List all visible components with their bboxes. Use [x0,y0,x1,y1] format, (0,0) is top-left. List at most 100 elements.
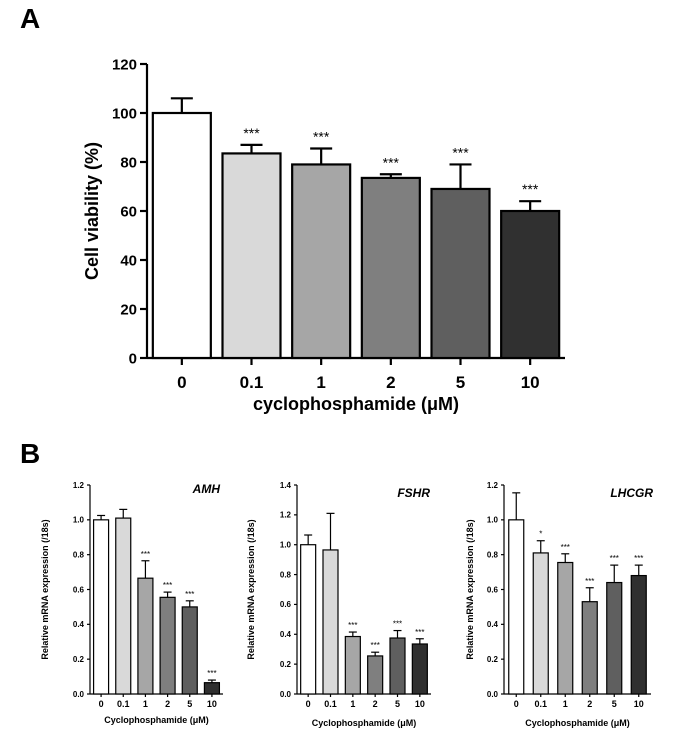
y-tick-label: 0.4 [73,620,85,629]
significance-label: * [539,530,542,539]
x-tick-label: 2 [386,373,395,392]
y-tick-label: 0.4 [280,630,292,639]
y-tick-label: 1.0 [73,516,85,525]
x-tick-label: 0 [99,699,104,709]
significance-label: *** [634,554,643,563]
chart-title: AMH [192,482,221,496]
amh-chart: 0.0 0.2 0.4 0.6 0.8 1.0 1.2 0 0.1 1 *** 2 *** 5 *** 10 *… [40,481,223,725]
panel-label-a: A [20,3,40,34]
bar [557,561,574,695]
bar [322,549,339,695]
y-tick-label: 0.2 [280,660,292,669]
significance-label: *** [207,669,216,678]
bar [367,655,384,695]
x-tick-label: 10 [415,699,425,709]
y-tick-label: 80 [120,154,137,171]
significance-label: *** [522,181,539,197]
y-tick-label: 0.0 [73,690,85,699]
y-tick-label: 0.6 [280,600,292,609]
x-tick-label: 1 [316,373,325,392]
y-tick-label: 0.8 [280,570,292,579]
bar [532,552,549,695]
y-tick-label: 0.6 [73,585,85,594]
y-tick-label: 0.0 [487,690,499,699]
bar [221,152,282,360]
bar [159,596,176,695]
significance-label: *** [452,144,469,160]
bar [291,163,352,360]
x-tick-label: 0 [306,699,311,709]
fshr-chart: 0.0 0.2 0.4 0.6 0.8 1.0 1.2 1.4 0 0.1 1 *** 2 *** 5 ***… [246,481,431,728]
bar [360,176,421,360]
chart-title: FSHR [397,486,430,500]
x-tick-label: 0.1 [534,699,547,709]
bar [500,209,561,360]
y-tick-label: 0.8 [73,550,85,559]
significance-label: *** [163,581,172,590]
y-tick-label: 0.0 [280,690,292,699]
significance-label: *** [610,554,619,563]
x-tick-label: 10 [207,699,217,709]
x-tick-label: 10 [634,699,644,709]
panel-label-b: B [20,438,40,469]
y-tick-label: 20 [120,301,137,318]
bar [181,606,198,695]
x-axis-title: Cyclophosphamide (μM) [104,715,209,725]
y-tick-label: 60 [120,203,137,220]
x-tick-label: 5 [456,373,465,392]
significance-label: *** [348,621,357,630]
significance-label: *** [415,628,424,637]
x-tick-label: 1 [350,699,355,709]
bar [630,574,647,695]
x-tick-label: 0.1 [324,699,337,709]
bar [203,682,221,695]
x-tick-label: 2 [165,699,170,709]
x-tick-label: 0 [177,373,186,392]
y-tick-label: 0.4 [487,620,499,629]
y-axis-title: Relative mRNA expression (/18s) [246,519,256,659]
y-tick-label: 0.6 [487,585,499,594]
bar [344,635,361,695]
bar [430,187,491,360]
bar [411,643,428,695]
x-tick-label: 5 [612,699,617,709]
x-tick-label: 2 [587,699,592,709]
significance-label: *** [313,129,330,145]
x-axis-title: Cyclophosphamide (μM) [312,718,417,728]
x-tick-label: 10 [521,373,540,392]
x-tick-label: 1 [563,699,568,709]
significance-label: *** [185,590,194,599]
significance-label: *** [141,550,150,559]
bar [389,637,406,695]
y-tick-label: 0.2 [487,655,499,664]
significance-label: *** [243,125,260,141]
significance-label: *** [393,620,402,629]
y-tick-label: 1.4 [280,481,292,490]
bar [137,577,154,695]
y-tick-label: 40 [120,252,137,269]
y-tick-label: 1.2 [73,481,85,490]
bar [508,519,525,695]
bar [300,544,317,695]
y-tick-label: 1.2 [487,481,499,490]
x-tick-label: 2 [373,699,378,709]
y-tick-label: 1.2 [280,511,292,520]
bar [151,111,212,360]
y-axis-title: Cell viability (%) [82,142,102,280]
cell-viability-chart: 0 20 40 60 80 100 120 0 0.1 *** 1 *** 2 *** 5 *** 10 *** c… [82,56,565,414]
x-tick-label: 0.1 [240,373,264,392]
bar [581,601,598,695]
x-tick-label: 5 [187,699,192,709]
chart-title: LHCGR [610,486,653,500]
significance-label: *** [383,154,400,170]
x-axis-title: cyclophosphamide (μM) [253,394,459,414]
bar [115,517,132,695]
x-axis-title: Cyclophosphamide (μM) [525,718,630,728]
x-tick-label: 1 [143,699,148,709]
y-tick-label: 0.2 [73,655,85,664]
y-tick-label: 1.0 [487,516,499,525]
significance-label: *** [370,641,379,650]
y-tick-label: 0 [129,350,137,367]
bar [92,519,110,695]
